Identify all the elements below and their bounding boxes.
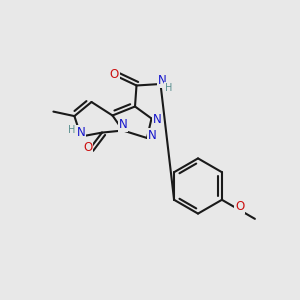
Text: N: N: [152, 112, 161, 126]
Text: H: H: [68, 125, 76, 135]
Text: N: N: [148, 129, 157, 142]
Text: N: N: [158, 74, 166, 88]
Text: O: O: [83, 141, 92, 154]
Text: O: O: [235, 200, 244, 213]
Text: N: N: [76, 126, 85, 140]
Text: N: N: [118, 118, 127, 131]
Text: H: H: [165, 82, 172, 93]
Text: O: O: [110, 68, 118, 81]
